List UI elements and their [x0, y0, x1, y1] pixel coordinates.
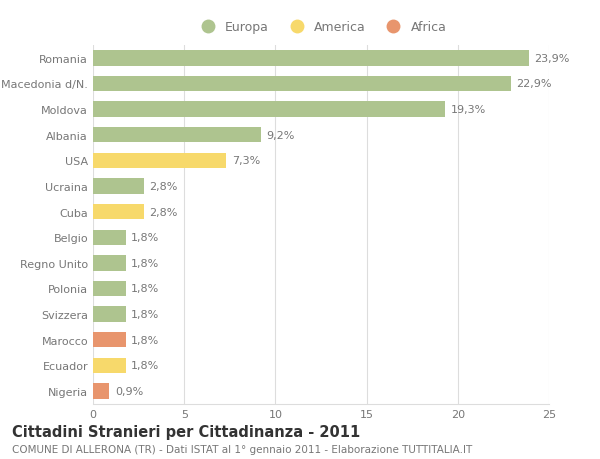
Text: 1,8%: 1,8% — [131, 361, 160, 370]
Text: 9,2%: 9,2% — [266, 130, 295, 140]
Text: 1,8%: 1,8% — [131, 284, 160, 294]
Text: 19,3%: 19,3% — [451, 105, 486, 115]
Text: 23,9%: 23,9% — [535, 54, 570, 64]
Bar — [93, 77, 511, 92]
Bar — [93, 307, 126, 322]
Text: 22,9%: 22,9% — [516, 79, 551, 89]
Bar — [93, 204, 144, 220]
Bar — [93, 281, 126, 297]
Text: 2,8%: 2,8% — [149, 207, 178, 217]
Text: 1,8%: 1,8% — [131, 233, 160, 243]
Text: Cittadini Stranieri per Cittadinanza - 2011: Cittadini Stranieri per Cittadinanza - 2… — [12, 425, 360, 440]
Bar — [93, 102, 445, 118]
Bar — [93, 332, 126, 347]
Text: 7,3%: 7,3% — [232, 156, 260, 166]
Bar — [93, 179, 144, 194]
Bar — [93, 128, 261, 143]
Bar — [93, 51, 529, 67]
Bar — [93, 256, 126, 271]
Text: COMUNE DI ALLERONA (TR) - Dati ISTAT al 1° gennaio 2011 - Elaborazione TUTTITALI: COMUNE DI ALLERONA (TR) - Dati ISTAT al … — [12, 444, 472, 454]
Legend: Europa, America, Africa: Europa, America, Africa — [190, 17, 452, 39]
Text: 2,8%: 2,8% — [149, 182, 178, 191]
Bar — [93, 383, 109, 399]
Text: 1,8%: 1,8% — [131, 309, 160, 319]
Bar — [93, 230, 126, 246]
Text: 1,8%: 1,8% — [131, 258, 160, 268]
Text: 0,9%: 0,9% — [115, 386, 143, 396]
Bar — [93, 358, 126, 373]
Bar — [93, 153, 226, 168]
Text: 1,8%: 1,8% — [131, 335, 160, 345]
